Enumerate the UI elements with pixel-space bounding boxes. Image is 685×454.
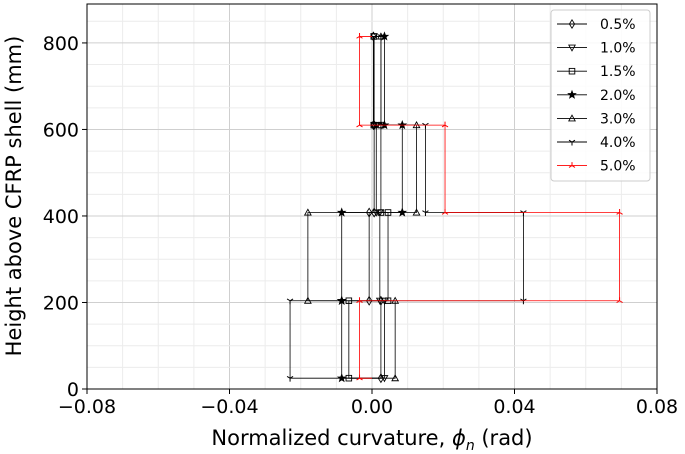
legend-label: 5.0%	[600, 159, 636, 175]
data-point	[616, 209, 623, 215]
legend-marker	[568, 44, 576, 52]
legend-item: 1.0%	[557, 41, 636, 57]
x-axis-label-symbol: ϕ	[452, 426, 466, 450]
y-tick-label: 200	[43, 292, 79, 314]
legend-label: 1.5%	[600, 64, 636, 80]
data-point	[366, 207, 373, 218]
legend-item: 2.0%	[557, 88, 636, 104]
y-tick-label: 400	[43, 206, 79, 228]
legend-marker	[568, 114, 576, 122]
data-point	[356, 121, 363, 128]
data-point	[616, 297, 623, 303]
data-point	[441, 209, 449, 215]
x-tick-label: −0.08	[58, 396, 116, 418]
data-point	[371, 207, 378, 218]
x-tick-label: 0.04	[493, 396, 535, 418]
y-tick-label: 600	[43, 119, 79, 141]
data-point	[366, 295, 373, 306]
y-axis-label: Height above CFRP shell (mm)	[2, 36, 26, 357]
legend-item: 4.0%	[557, 135, 636, 151]
x-axis-label-text: Normalized curvature,	[211, 426, 452, 450]
legend-marker	[568, 162, 576, 168]
x-axis-label: Normalized curvature, ϕn (rad)	[211, 426, 532, 454]
legend-marker	[568, 18, 576, 30]
data-point	[356, 32, 363, 39]
data-point	[356, 374, 363, 381]
x-axis-label-unit: (rad)	[475, 426, 533, 450]
legend: 0.5% 1.0% 1.5% 2.0% 3.0% 4.0% 5.0%	[550, 9, 651, 182]
data-point	[377, 373, 385, 384]
data-point	[391, 374, 400, 382]
y-tick-label: 0	[67, 379, 79, 401]
legend-marker	[568, 139, 576, 146]
series-line	[359, 36, 620, 379]
y-tick-label: 800	[43, 33, 79, 55]
legend-item: 3.0%	[557, 111, 636, 127]
legend-item: 0.5%	[557, 17, 636, 33]
legend-marker	[568, 67, 576, 75]
data-point	[377, 34, 385, 40]
data-point	[356, 297, 363, 303]
legend-label: 1.0%	[600, 41, 636, 57]
legend-item: 1.5%	[557, 64, 636, 80]
data-point	[441, 121, 449, 128]
legend-box	[550, 9, 651, 182]
data-point	[286, 298, 294, 305]
legend-label: 2.0%	[600, 88, 636, 104]
data-point	[422, 210, 429, 217]
legend-marker	[567, 89, 577, 99]
x-tick-label: 0.08	[636, 396, 678, 418]
series-layer	[286, 31, 623, 384]
x-axis-label-subscript: n	[466, 438, 475, 454]
legend-label: 4.0%	[600, 135, 636, 151]
data-point	[412, 208, 421, 216]
data-point	[303, 208, 312, 216]
axis-ticks: −0.08 −0.04 0.00 0.04 0.08 0 200 400 600 800	[43, 33, 678, 418]
data-point	[286, 375, 294, 382]
series-5.0%	[356, 32, 623, 381]
data-point	[371, 120, 378, 131]
legend-label: 0.5%	[600, 17, 636, 33]
x-tick-label: 0.00	[351, 396, 393, 418]
legend-label: 3.0%	[600, 111, 636, 127]
x-tick-label: −0.04	[200, 396, 258, 418]
legend-item: 5.0%	[557, 159, 636, 175]
